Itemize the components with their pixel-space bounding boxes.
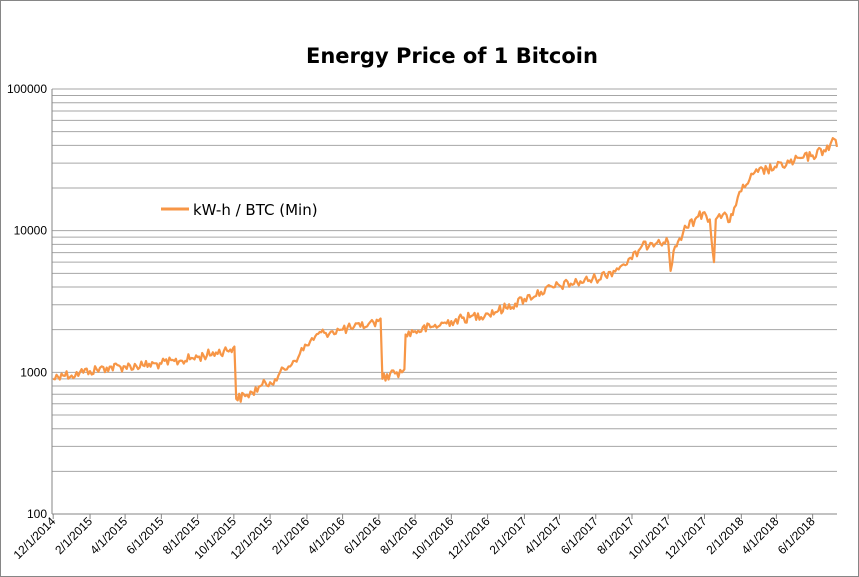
gridlines [52, 88, 837, 472]
x-tick-label: 6/1/2017 [558, 514, 601, 557]
y-tick-label: 100000 [7, 82, 47, 96]
y-tick-label: 1000 [20, 365, 47, 379]
series-line [52, 137, 839, 403]
x-tick-label: 6/1/2015 [124, 514, 167, 557]
chart-title: Energy Price of 1 Bitcoin [306, 44, 598, 68]
x-axis-ticks: 12/1/20142/1/20154/1/20156/1/20158/1/201… [11, 514, 818, 562]
x-tick-label: 12/1/2014 [11, 514, 59, 562]
y-tick-label: 100 [27, 507, 47, 521]
x-tick-label: 4/1/2015 [87, 514, 130, 557]
series-layer [52, 137, 839, 403]
x-tick-label: 6/1/2016 [341, 514, 384, 557]
legend-label: kW-h / BTC (Min) [193, 201, 318, 219]
axes [51, 89, 837, 515]
x-tick-label: 4/1/2016 [305, 514, 348, 557]
x-tick-label: 2/1/2016 [269, 514, 312, 557]
x-tick-label: 2/1/2018 [704, 514, 747, 557]
x-tick-label: 4/1/2018 [739, 514, 782, 557]
y-axis-ticks: 100 1000 10000 100000 [7, 82, 47, 521]
y-tick-label: 10000 [14, 224, 48, 238]
x-tick-label: 2/1/2017 [487, 514, 530, 557]
x-tick-label: 2/1/2015 [52, 514, 95, 557]
x-tick-label: 6/1/2018 [775, 514, 818, 557]
x-tick-label: 4/1/2017 [522, 514, 565, 557]
legend: kW-h / BTC (Min) [161, 201, 318, 219]
plot-area [52, 89, 837, 514]
